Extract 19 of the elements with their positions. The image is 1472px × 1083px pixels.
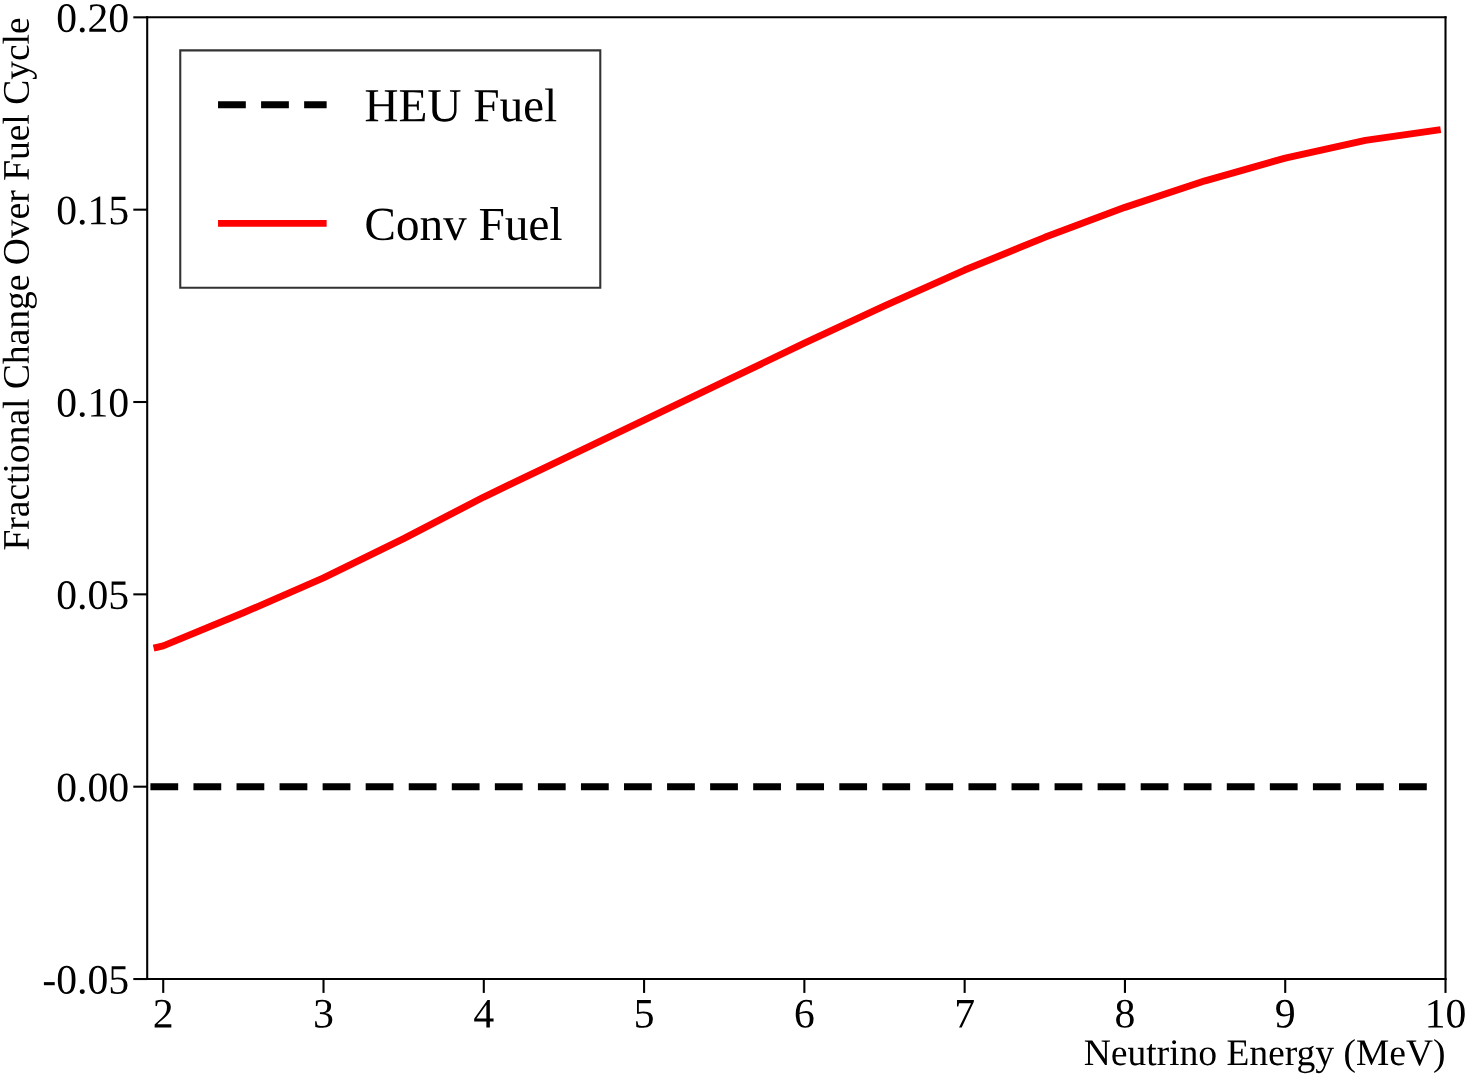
x-tick-label: 4 bbox=[474, 999, 494, 1028]
x-tick-label: 8 bbox=[1116, 999, 1134, 1028]
y-tick-label: 0.00 bbox=[57, 773, 128, 802]
x-tick-label: 9 bbox=[1276, 999, 1294, 1028]
x-tick-label: 5 bbox=[636, 1000, 653, 1028]
y-tick-label: -0.05 bbox=[43, 965, 128, 995]
x-tick-label: 10 bbox=[1428, 999, 1465, 1028]
y-tick-label: 0.05 bbox=[57, 581, 128, 610]
y-axis-title: Fractional Change Over Fuel Cycle bbox=[2, 18, 37, 550]
y-tick-label: 0.10 bbox=[57, 388, 128, 418]
y-tick-label: 0.15 bbox=[57, 196, 128, 225]
x-tick-label: 7 bbox=[956, 1000, 974, 1028]
legend-label: HEU Fuel bbox=[365, 88, 557, 122]
y-tick-label: 0.20 bbox=[57, 4, 128, 33]
x-tick-label: 3 bbox=[315, 999, 333, 1028]
x-tick-label: 2 bbox=[154, 999, 172, 1028]
x-tick-label: 6 bbox=[795, 999, 814, 1028]
legend-label: Conv Fuel bbox=[366, 207, 562, 241]
x-axis-title: Neutrino Energy (MeV) bbox=[1084, 1039, 1444, 1074]
